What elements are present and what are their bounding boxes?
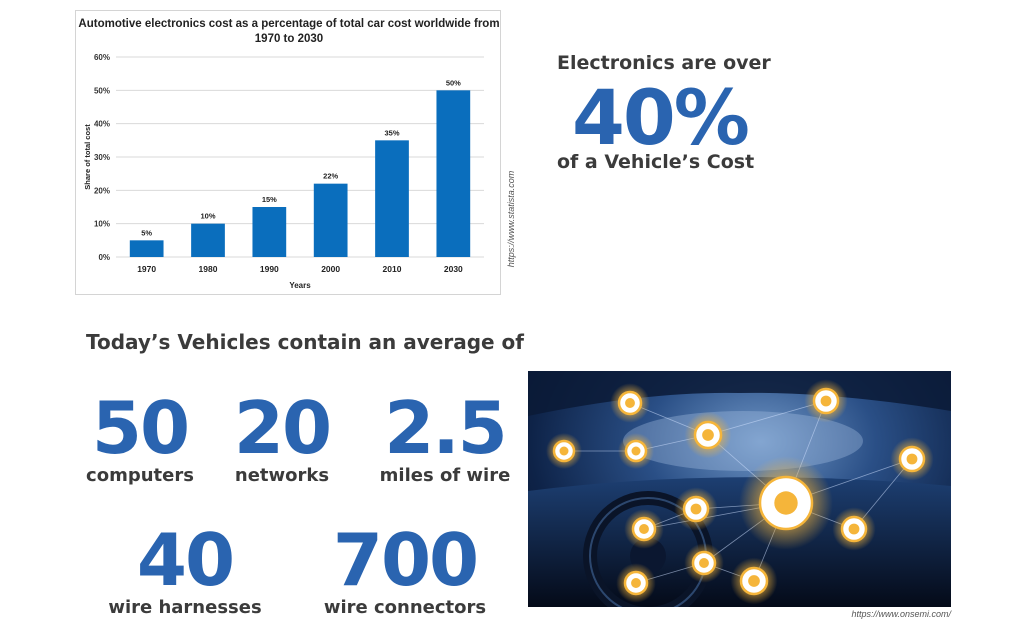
stat-label: computers xyxy=(86,465,194,486)
stat-number: 2.5 xyxy=(384,386,508,470)
chart-title: Automotive electronics cost as a percent… xyxy=(78,18,500,45)
stat-label: wire harnesses xyxy=(108,597,262,618)
x-tick-label: 2000 xyxy=(321,264,340,274)
satellite-icon xyxy=(804,379,848,423)
stat-networks: 20 networks xyxy=(222,390,342,486)
car-icon xyxy=(684,411,732,459)
music-icon xyxy=(730,557,778,605)
bar-chart: 0% 10% 20% 30% 40% 50% 60% 5% 1970 10% 1980 15% 1990… xyxy=(83,53,484,290)
y-tick-label: 50% xyxy=(94,86,110,95)
stat-number: 20 xyxy=(233,386,332,470)
y-tick-label: 30% xyxy=(94,153,110,162)
stat-wire-harnesses: 40 wire harnesses xyxy=(100,522,270,618)
bar xyxy=(129,240,164,257)
bar xyxy=(191,223,225,257)
connected-car-illustration xyxy=(528,371,951,607)
traffic-light-icon xyxy=(546,433,582,469)
stat-miles-of-wire: 2.5 miles of wire xyxy=(370,390,520,486)
headline-line2: of a Vehicle’s Cost xyxy=(557,151,755,173)
bar-chart-card: Automotive electronics cost as a percent… xyxy=(75,10,501,295)
stat-computers: 50 computers xyxy=(80,390,200,486)
stat-label: miles of wire xyxy=(379,465,511,486)
chart-source-link[interactable]: https://www.statista.com xyxy=(506,170,516,268)
headline-line1: Electronics are over xyxy=(557,52,771,74)
chip-icon xyxy=(832,507,876,551)
x-tick-label: 1970 xyxy=(137,264,156,274)
seat-icon xyxy=(616,563,656,603)
stat-wire-connectors: 700 wire connectors xyxy=(310,522,500,618)
photo-source-link[interactable]: https://www.onsemi.com/ xyxy=(851,609,951,619)
stat-label: networks xyxy=(234,465,330,486)
y-tick-label: 20% xyxy=(94,186,110,195)
headline-percentage: 40% xyxy=(572,73,750,162)
data-label: 5% xyxy=(141,228,152,237)
stat-number: 50 xyxy=(91,386,190,470)
bar xyxy=(252,207,287,257)
x-tick-label: 2030 xyxy=(444,264,463,274)
phone-icon xyxy=(674,487,718,531)
data-label: 50% xyxy=(446,78,461,87)
x-tick-label: 2010 xyxy=(383,264,402,274)
y-axis-label: Share of total cost xyxy=(83,124,92,190)
stat-label: wire connectors xyxy=(323,597,487,618)
bar xyxy=(375,140,409,257)
x-axis-label: Years xyxy=(289,281,311,290)
stat-number: 40 xyxy=(136,518,235,602)
chart-source-text-wrap: https://www.statista.com xyxy=(502,164,518,274)
stat-number: 700 xyxy=(332,518,479,602)
wifi-icon xyxy=(739,456,833,550)
heart-icon xyxy=(624,509,664,549)
x-tick-label: 1980 xyxy=(199,264,218,274)
cloud-icon xyxy=(610,383,650,423)
connected-car-photo xyxy=(528,371,951,607)
bar xyxy=(436,90,471,257)
data-label: 35% xyxy=(384,128,399,137)
stats-heading: Today’s Vehicles contain an average of xyxy=(86,330,524,354)
road-icon xyxy=(618,433,654,469)
y-tick-label: 60% xyxy=(94,53,110,62)
battery-icon xyxy=(684,543,724,583)
data-label: 10% xyxy=(200,212,215,221)
data-label: 15% xyxy=(262,195,277,204)
y-tick-label: 40% xyxy=(94,120,110,129)
y-tick-label: 0% xyxy=(98,253,110,262)
x-tick-label: 1990 xyxy=(260,264,279,274)
data-label: 22% xyxy=(323,172,338,181)
y-tick-label: 10% xyxy=(94,220,110,229)
location-pin-icon xyxy=(890,437,934,481)
bar xyxy=(313,183,348,257)
